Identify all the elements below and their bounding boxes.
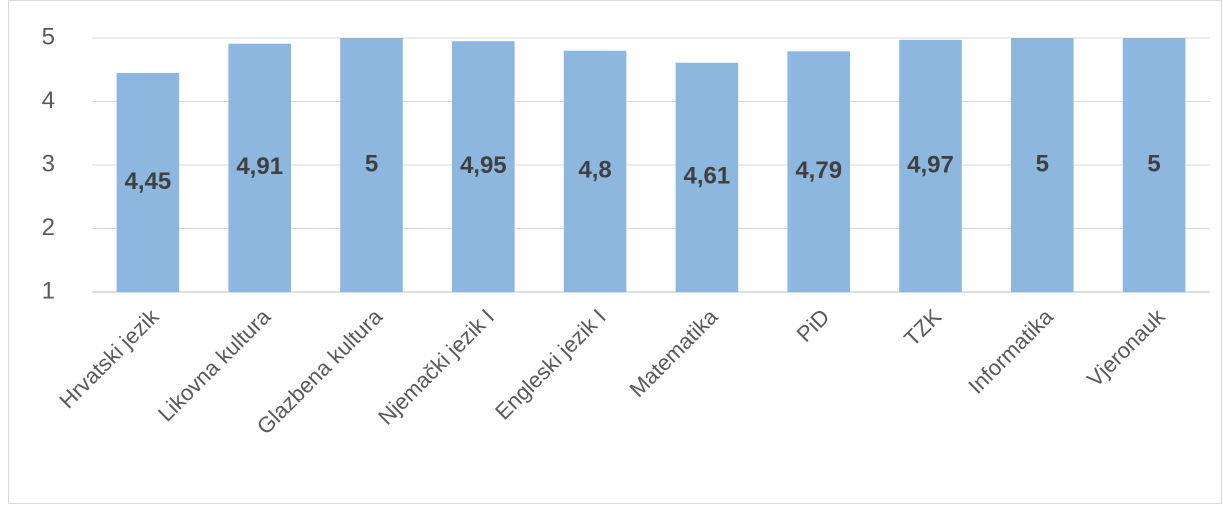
data-label: 4,45 [125, 168, 172, 195]
x-tick-label: TZK [899, 304, 946, 351]
x-tick-label: Matematika [624, 303, 723, 402]
data-label: 4,61 [684, 163, 731, 190]
data-label: 4,95 [460, 152, 507, 179]
data-label: 4,8 [578, 157, 611, 184]
x-tick-label: Hrvatski jezik [54, 303, 164, 413]
bar [787, 51, 851, 293]
chart-border [8, 0, 1222, 504]
x-tick-label: Informatika [963, 303, 1058, 398]
x-tick-label: Likovna kultura [153, 303, 276, 426]
bar [340, 38, 403, 292]
bar [451, 41, 515, 292]
bar [116, 72, 180, 292]
data-label: 5 [365, 150, 378, 177]
x-tick-label: PiD [792, 304, 835, 347]
y-tick-label: 4 [42, 87, 55, 114]
data-label: 5 [1147, 150, 1160, 177]
x-tick-label: Engleski jezik I [490, 304, 611, 425]
x-tick-label: Njemački jezik I [373, 304, 499, 430]
data-label: 4,91 [236, 153, 283, 180]
data-label: 5 [1036, 150, 1049, 177]
bar [228, 43, 292, 293]
bar [563, 50, 627, 293]
y-tick-label: 5 [42, 23, 55, 50]
data-label: 4,79 [795, 157, 842, 184]
bar [1010, 38, 1074, 292]
y-tick-label: 2 [42, 214, 55, 241]
y-tick-label: 3 [42, 150, 55, 177]
bar [899, 39, 962, 292]
x-tick-label: Vjeronauk [1082, 303, 1170, 391]
data-label: 4,97 [907, 151, 954, 178]
bar [675, 62, 739, 292]
bar [1122, 38, 1186, 292]
y-tick-label: 1 [42, 277, 55, 304]
